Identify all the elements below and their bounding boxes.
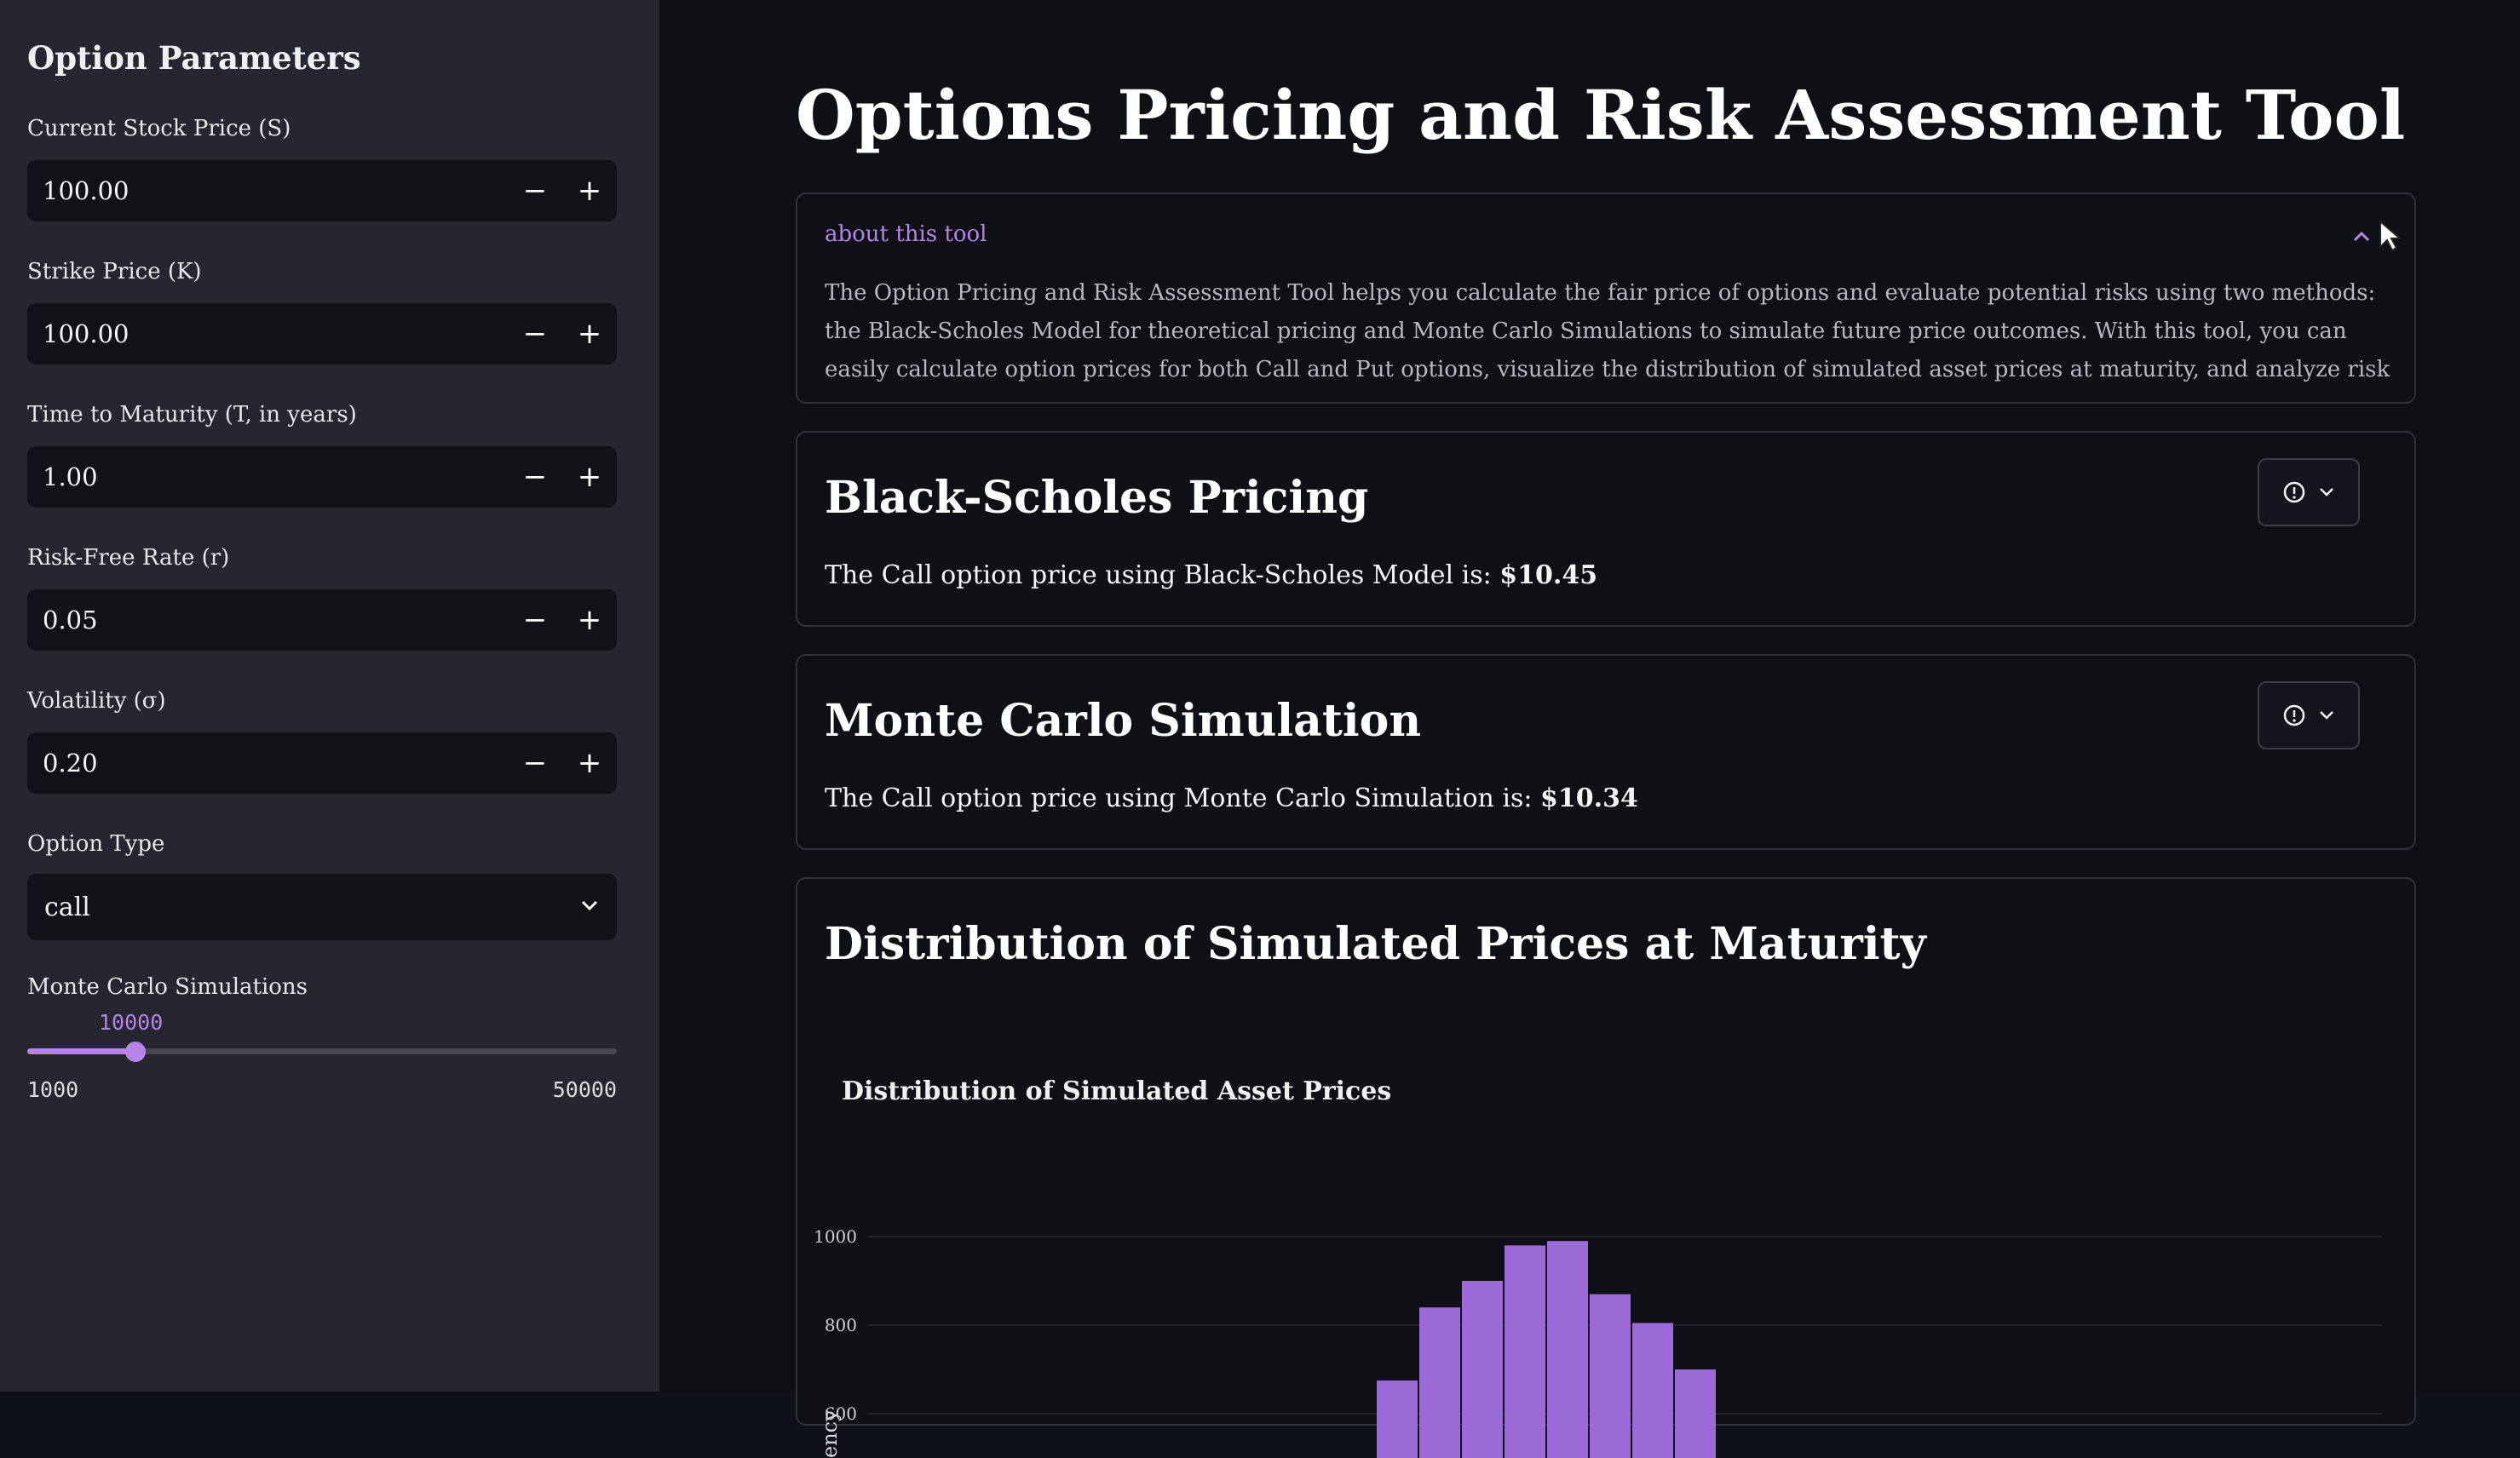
distribution-card: Distribution of Simulated Prices at Matu… — [796, 877, 2416, 1458]
histogram-bar — [1419, 1307, 1460, 1458]
strike-price-label: Strike Price (K) — [27, 259, 202, 284]
monte-carlo-price: $10.34 — [1540, 784, 1638, 813]
chevron-down-icon[interactable] — [562, 898, 617, 916]
risk-free-rate-input[interactable]: 0.05 − + — [27, 589, 617, 651]
histogram-bar — [1590, 1294, 1631, 1458]
stock-price-increment-button[interactable]: + — [577, 174, 602, 208]
chart-title: Distribution of Simulated Asset Prices — [842, 1076, 1392, 1106]
volatility-input[interactable]: 0.20 − + — [27, 732, 617, 794]
risk-free-rate-decrement-button[interactable]: − — [522, 603, 548, 637]
risk-free-rate-label: Risk-Free Rate (r) — [27, 545, 230, 571]
simulations-slider-value: 10000 — [99, 1010, 164, 1035]
option-type-select[interactable]: call — [27, 874, 617, 940]
stock-price-input[interactable]: 100.00 − + — [27, 160, 617, 221]
strike-price-value[interactable]: 100.00 — [43, 319, 129, 348]
stock-price-label: Current Stock Price (S) — [27, 116, 291, 141]
simulations-slider[interactable] — [27, 1042, 617, 1062]
sidebar-title: Option Parameters — [27, 39, 361, 77]
main-content: Options Pricing and Risk Assessment Tool… — [659, 0, 2520, 1458]
black-scholes-title: Black-Scholes Pricing — [825, 472, 1369, 524]
chevron-up-icon[interactable] — [2343, 218, 2380, 255]
about-expander[interactable]: about this tool The Option Pricing and R… — [796, 192, 2416, 404]
time-to-maturity-value[interactable]: 1.00 — [43, 462, 98, 491]
option-type-value[interactable]: call — [44, 892, 90, 922]
histogram-bar — [1377, 1381, 1418, 1458]
strike-price-increment-button[interactable]: + — [577, 317, 602, 351]
stock-price-decrement-button[interactable]: − — [522, 174, 548, 208]
monte-carlo-result-text: The Call option price using Monte Carlo … — [825, 784, 1541, 813]
histogram-bar — [1505, 1245, 1545, 1458]
histogram-bar — [1675, 1369, 1716, 1458]
simulations-slider-min: 1000 — [27, 1077, 79, 1102]
about-text: The Option Pricing and Risk Assessment T… — [825, 280, 2391, 382]
about-expander-label[interactable]: about this tool — [825, 221, 987, 247]
risk-free-rate-value[interactable]: 0.05 — [43, 606, 98, 634]
histogram-bar — [1547, 1241, 1588, 1458]
histogram-bar — [1462, 1281, 1503, 1458]
simulations-slider-max: 50000 — [552, 1077, 617, 1102]
volatility-decrement-button[interactable]: − — [522, 746, 548, 780]
histogram-bar — [1632, 1323, 1673, 1458]
info-icon — [2283, 704, 2305, 726]
mouse-cursor-icon — [2379, 219, 2402, 257]
y-tick-label: 1000 — [814, 1226, 857, 1247]
monte-carlo-title: Monte Carlo Simulation — [825, 695, 1422, 747]
strike-price-input[interactable]: 100.00 − + — [27, 303, 617, 364]
volatility-label: Volatility (σ) — [27, 688, 166, 714]
black-scholes-card: Black-Scholes Pricing The Call option pr… — [796, 431, 2416, 627]
distribution-title: Distribution of Simulated Prices at Matu… — [825, 918, 1926, 970]
simulations-label: Monte Carlo Simulations — [27, 974, 308, 1000]
option-type-label: Option Type — [27, 831, 165, 857]
risk-free-rate-increment-button[interactable]: + — [577, 603, 602, 637]
y-tick-label: 800 — [825, 1315, 857, 1335]
strike-price-decrement-button[interactable]: − — [522, 317, 548, 351]
black-scholes-price: $10.45 — [1499, 560, 1598, 590]
y-axis-label: ency — [818, 1409, 842, 1458]
volatility-increment-button[interactable]: + — [577, 746, 602, 780]
slider-fill — [27, 1048, 136, 1054]
black-scholes-result: The Call option price using Black-Schole… — [825, 560, 1597, 590]
stock-price-value[interactable]: 100.00 — [43, 176, 129, 205]
time-to-maturity-label: Time to Maturity (T, in years) — [27, 402, 357, 428]
monte-carlo-result: The Call option price using Monte Carlo … — [825, 784, 1638, 813]
page-title: Options Pricing and Risk Assessment Tool — [796, 75, 2406, 155]
volatility-value[interactable]: 0.20 — [43, 749, 98, 778]
black-scholes-result-text: The Call option price using Black-Schole… — [825, 560, 1500, 590]
sidebar: Option Parameters Current Stock Price (S… — [0, 0, 659, 1392]
time-to-maturity-decrement-button[interactable]: − — [522, 460, 548, 494]
black-scholes-info-button[interactable] — [2258, 458, 2360, 526]
time-to-maturity-input[interactable]: 1.00 − + — [27, 446, 617, 508]
slider-thumb[interactable] — [125, 1042, 147, 1062]
chevron-down-icon — [2320, 711, 2333, 720]
info-icon — [2283, 481, 2305, 503]
monte-carlo-info-button[interactable] — [2258, 681, 2360, 749]
monte-carlo-card: Monte Carlo Simulation The Call option p… — [796, 654, 2416, 850]
time-to-maturity-increment-button[interactable]: + — [577, 460, 602, 494]
chevron-down-icon — [2320, 488, 2333, 497]
